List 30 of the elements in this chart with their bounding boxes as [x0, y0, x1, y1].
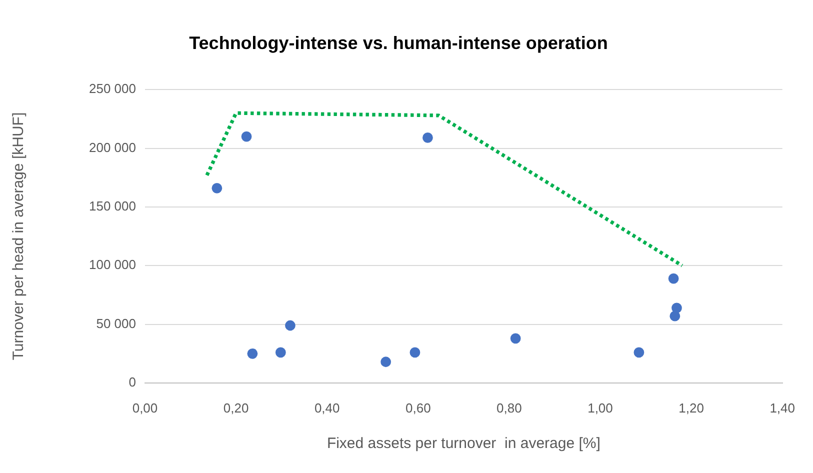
point	[380, 356, 392, 368]
point	[275, 347, 286, 358]
chart-title: Technology-intense vs. human-intense operation	[189, 32, 608, 53]
point	[510, 333, 521, 344]
point	[241, 131, 252, 142]
y-axis-title: Turnover per head in average [kHUF]	[10, 112, 28, 360]
x-tick-label: 1,00	[588, 400, 613, 416]
point	[212, 182, 222, 194]
x-tick-label: 0,80	[496, 400, 522, 416]
point	[668, 273, 679, 284]
x-tick-label: 0,20	[223, 400, 249, 416]
x-tick-label: 0,00	[132, 400, 158, 416]
point	[670, 310, 680, 322]
y-tick-label: 250 000	[89, 81, 136, 96]
x-tick-label: 0,40	[314, 400, 340, 416]
y-tick-label: 50 000	[96, 316, 136, 331]
point	[410, 347, 420, 358]
line-series	[205, 111, 684, 268]
x-tick-label: 1,40	[770, 400, 796, 416]
point	[247, 348, 258, 359]
y-tick-label: 0	[128, 374, 136, 390]
x-tick-label: 1,20	[678, 400, 704, 416]
point	[285, 320, 296, 331]
x-tick-label: 0,60	[405, 400, 431, 416]
y-tick-label: 100 000	[89, 257, 136, 272]
point	[422, 132, 433, 143]
y-tick-label: 150 000	[89, 198, 136, 214]
y-tick-label: 200 000	[89, 140, 136, 155]
point	[634, 347, 644, 358]
x-axis-title: Fixed assets per turnover in average [%]	[326, 435, 600, 452]
